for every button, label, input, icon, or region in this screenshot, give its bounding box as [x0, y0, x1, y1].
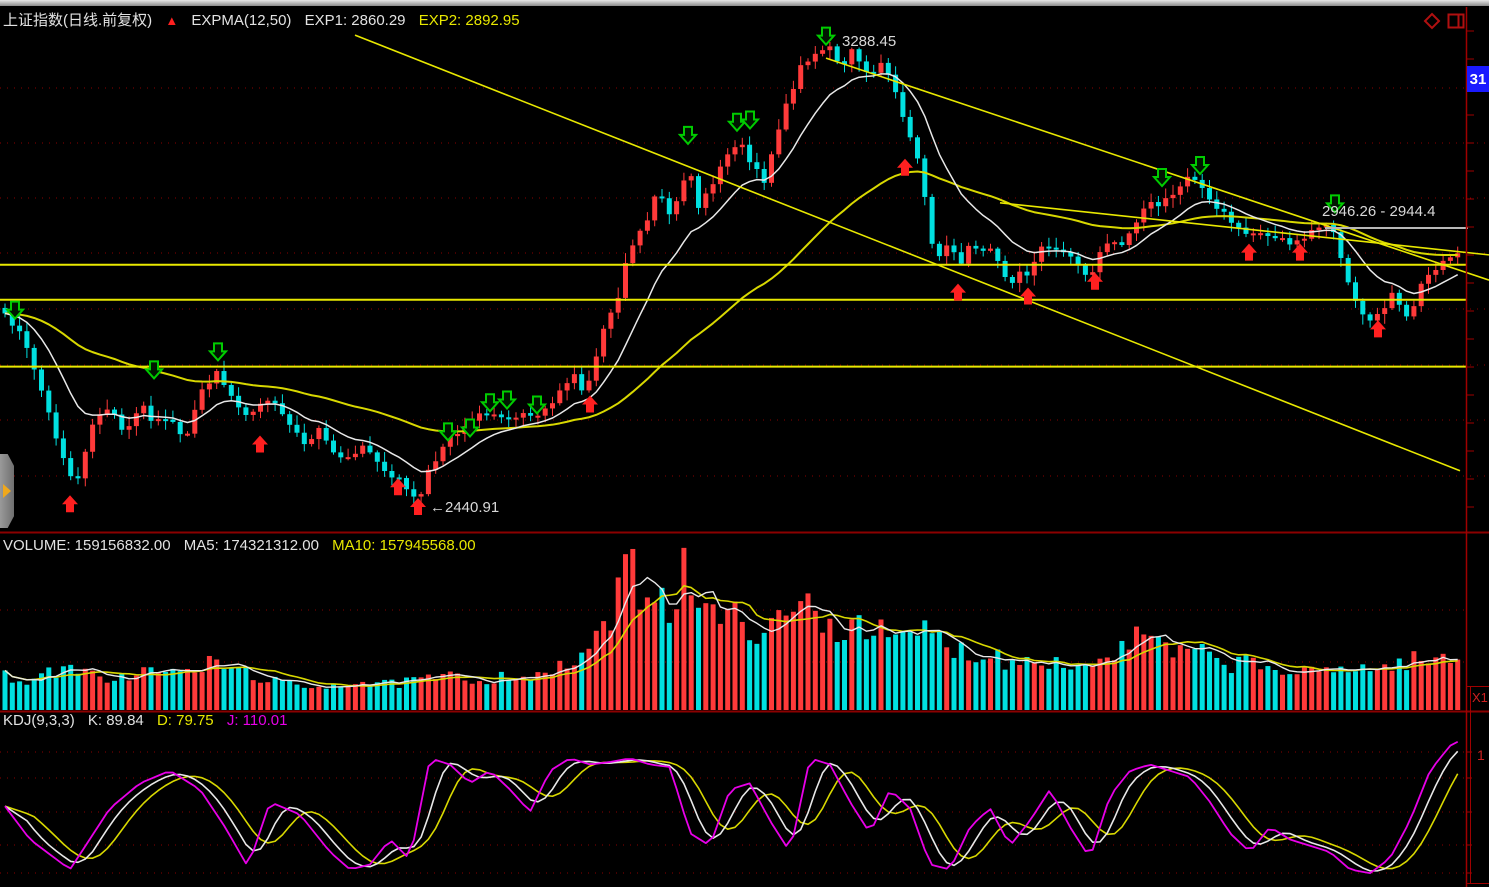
volume-ma5: MA5: 174321312.00 — [183, 537, 319, 554]
kdj-j-value: J: 110.01 — [226, 712, 288, 729]
volume-header: VOLUME: 159156832.00 MA5: 174321312.00 M… — [3, 537, 485, 554]
kdj-scale-label: 1 — [1477, 747, 1485, 763]
left-panel-handle[interactable] — [0, 454, 14, 528]
indicator-label: EXPMA(12,50) — [191, 12, 292, 29]
candlestick-layer — [2, 41, 1461, 506]
split-window-icon[interactable] — [1447, 11, 1465, 31]
volume-value: VOLUME: 159156832.00 — [3, 537, 171, 554]
signal-arrows-layer — [4, 26, 1386, 515]
volume-layer — [2, 547, 1461, 710]
kdj-header: KDJ(9,3,3) K: 89.84 D: 79.75 J: 110.01 — [3, 712, 296, 729]
kdj-k-value: K: 89.84 — [87, 712, 144, 729]
symbol-title: 上证指数(日线.前复权) — [3, 12, 153, 29]
range-price-annotation: 2946.26 - 2944.4 — [1322, 203, 1436, 220]
volume-ma10: MA10: 157945568.00 — [332, 537, 476, 554]
up-arrow-icon: ▲ — [165, 13, 179, 28]
main-chart-header: 上证指数(日线.前复权) ▲ EXPMA(12,50) EXP1: 2860.2… — [3, 9, 529, 30]
low-price-annotation: ←2440.91 — [430, 499, 500, 516]
exp2-value: EXP2: 2892.95 — [418, 12, 520, 29]
titlebar-tools — [1422, 11, 1465, 31]
exp1-value: EXP1: 2860.29 — [304, 12, 406, 29]
peak-price-annotation: 3288.45 — [842, 33, 897, 50]
expand-arrow-icon — [3, 484, 11, 498]
kdj-name: KDJ(9,3,3) — [3, 712, 75, 729]
price-axis-badge: 31 — [1467, 66, 1489, 92]
diamond-tool-icon[interactable] — [1422, 11, 1442, 31]
window-top-strip — [0, 0, 1489, 6]
kdj-layer — [4, 740, 1459, 875]
panel-frame — [0, 7, 1489, 887]
expma-layer — [4, 73, 1459, 473]
volume-unit-label: X1 — [1472, 690, 1488, 705]
drawn-lines-layer — [0, 34, 1489, 472]
kdj-d-value: D: 79.75 — [156, 712, 214, 729]
